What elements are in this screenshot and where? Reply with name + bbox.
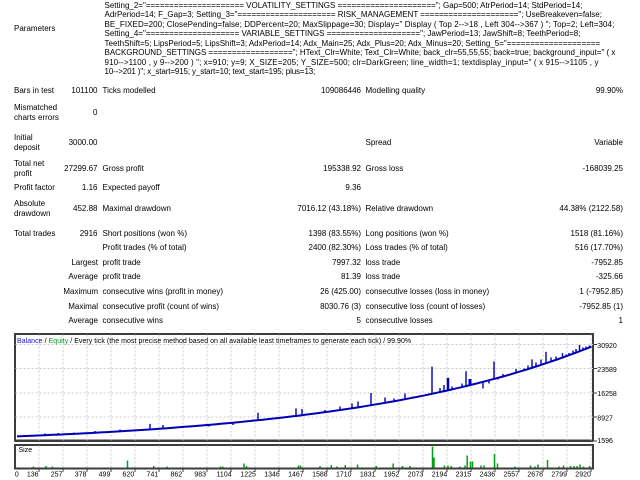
svg-text:378: 378 <box>75 472 87 479</box>
svg-text:Balance / Equity / Every tick: Balance / Equity / Every tick (the most … <box>17 338 411 345</box>
svg-text:2678: 2678 <box>527 472 543 479</box>
svg-text:8927: 8927 <box>597 415 613 422</box>
svg-text:1952: 1952 <box>384 472 400 479</box>
svg-text:Size: Size <box>19 447 33 454</box>
svg-text:30920: 30920 <box>597 343 617 350</box>
svg-text:2194: 2194 <box>432 472 448 479</box>
svg-text:2315: 2315 <box>456 472 472 479</box>
svg-text:1104: 1104 <box>217 472 232 479</box>
svg-text:1588: 1588 <box>312 472 328 479</box>
svg-text:1710: 1710 <box>336 472 352 479</box>
svg-text:2799: 2799 <box>551 472 567 479</box>
svg-text:23589: 23589 <box>597 367 617 374</box>
svg-text:741: 741 <box>147 472 159 479</box>
svg-text:983: 983 <box>194 472 206 479</box>
svg-text:2557: 2557 <box>504 472 520 479</box>
svg-text:2920: 2920 <box>575 472 591 479</box>
svg-text:16258: 16258 <box>597 391 617 398</box>
svg-text:1225: 1225 <box>240 472 256 479</box>
svg-text:862: 862 <box>170 472 182 479</box>
svg-text:499: 499 <box>99 472 111 479</box>
svg-text:1346: 1346 <box>264 472 280 479</box>
svg-text:2436: 2436 <box>480 472 496 479</box>
svg-text:2073: 2073 <box>408 472 424 479</box>
svg-text:136: 136 <box>27 472 39 479</box>
svg-text:620: 620 <box>123 472 135 479</box>
svg-text:0: 0 <box>15 472 19 479</box>
svg-text:1467: 1467 <box>288 472 304 479</box>
svg-text:1596: 1596 <box>597 438 613 445</box>
svg-text:257: 257 <box>51 472 63 479</box>
svg-text:1831: 1831 <box>360 472 376 479</box>
